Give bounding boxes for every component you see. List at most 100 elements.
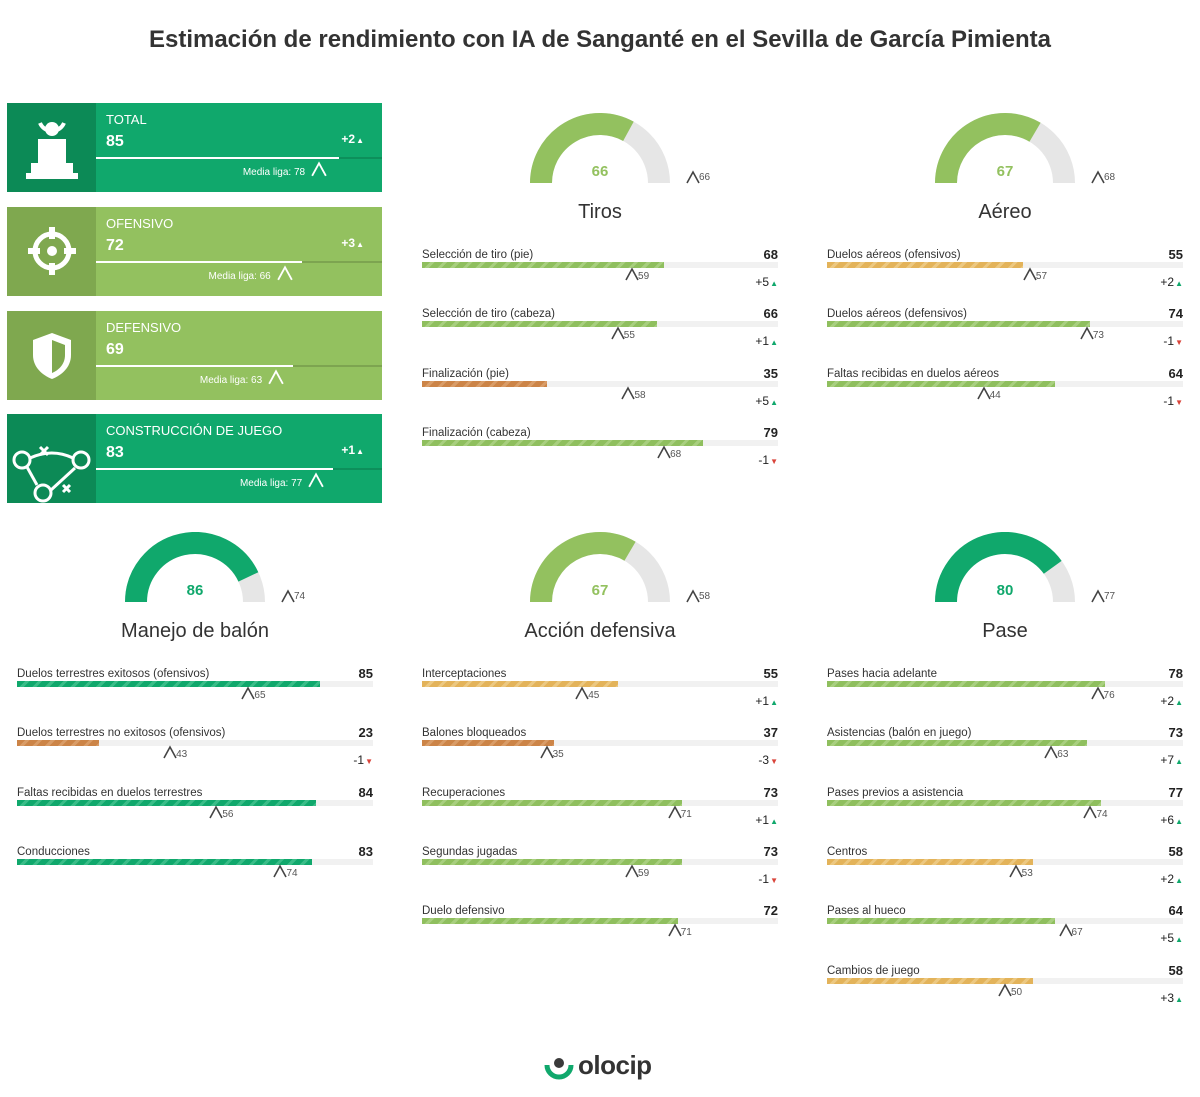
metric-bar-track: [827, 262, 1183, 268]
gauge-chart: [935, 113, 1075, 183]
card-progress-track: [96, 261, 382, 263]
metric-bar-track: [422, 262, 778, 268]
metric-bar-track: [827, 740, 1183, 747]
metric-row: Selección de tiro (cabeza) 66 55 +1▲: [422, 306, 778, 364]
gauge-arc: [935, 113, 1041, 183]
metric-bar-track: [17, 799, 373, 806]
metric-delta: -1▼: [1163, 334, 1183, 349]
metric-label: Conducciones: [17, 845, 90, 858]
metric-bar: [422, 380, 547, 387]
metric-bar-track: [422, 321, 778, 328]
metric-row: Duelo defensivo 72 71: [422, 903, 778, 961]
metric-row: Duelos terrestres exitosos (ofensivos) 85…: [17, 666, 373, 724]
average-marker-icon: [311, 161, 327, 177]
metric-bar: [422, 262, 665, 268]
metric-bar-track: [827, 321, 1183, 328]
average-marker-icon: [268, 369, 284, 385]
league-average-value: 65: [254, 690, 266, 701]
summary-card-construcción: CONSTRUCCIÓN DE JUEGO 83 +1▲ Media liga: 77: [7, 414, 382, 503]
metric-bar-track: [827, 799, 1183, 806]
metric-value: 23: [358, 725, 373, 741]
gauge-value: 67: [996, 163, 1014, 180]
trend-up-icon: ▲: [1175, 279, 1183, 288]
league-average-value: 68: [670, 448, 682, 460]
gauge-value: 67: [591, 582, 609, 599]
gauge-value: 66: [591, 163, 609, 180]
gauge-value: 86: [186, 582, 204, 599]
gauge-reference-value: 77: [1104, 591, 1116, 602]
metric-bar-track: [827, 858, 1183, 865]
metric-label: Duelos aéreos (defensivos): [827, 308, 967, 321]
metric-delta: -1▼: [1163, 393, 1183, 408]
league-average-value: 58: [634, 389, 646, 401]
metric-bar: [17, 681, 320, 687]
average-marker-icon: [1090, 686, 1105, 700]
metric-label: Cambios de juego: [827, 964, 920, 977]
league-average-marker: [311, 161, 327, 177]
average-marker-icon: [1091, 589, 1105, 603]
league-average-label: Media liga: 63: [199, 375, 263, 386]
trend-down-icon: ▼: [770, 456, 778, 466]
metric-label: Pases al hueco: [827, 905, 906, 918]
trend-up-icon: ▲: [770, 338, 778, 348]
metric-delta: +7▲: [1160, 753, 1183, 768]
card-label: DEFENSIVO: [106, 320, 182, 335]
metric-label: Duelo defensivo: [422, 905, 505, 918]
gauge-reference-value: 68: [1104, 172, 1116, 183]
trend-up-icon: ▲: [1175, 698, 1183, 707]
metric-delta: +5▲: [1160, 931, 1183, 946]
card-value: 72: [106, 237, 124, 254]
metric-value: 74: [1168, 306, 1183, 322]
metric-bar-track: [17, 858, 373, 865]
average-marker-icon: [273, 864, 288, 878]
average-marker-icon: [657, 445, 671, 459]
metric-bar-track: [827, 380, 1183, 387]
card-delta: +2▲: [341, 132, 364, 146]
league-average-label: Media liga: 77: [239, 478, 303, 489]
average-marker-icon: [277, 265, 293, 281]
metric-bar: [422, 858, 682, 865]
average-marker-icon: [611, 326, 625, 340]
metric-value: 55: [1168, 247, 1183, 262]
trend-down-icon: ▼: [1175, 397, 1183, 407]
gauge-chart: [125, 532, 265, 602]
olocip-logo-icon: [544, 1058, 574, 1080]
average-marker-icon: [241, 686, 256, 700]
card-label: OFENSIVO: [106, 216, 174, 231]
trend-up-icon: ▲: [356, 136, 364, 145]
trend-down-icon: ▼: [770, 757, 778, 767]
metric-bar-track: [422, 740, 778, 747]
card-value: 69: [106, 341, 124, 358]
metric-label: Duelos terrestres no exitosos (ofensivos…: [17, 727, 226, 740]
metric-row: Pases previos a asistencia 77 74 +6▲: [827, 785, 1183, 843]
average-marker-icon: [998, 982, 1012, 996]
metric-value: 72: [763, 903, 778, 919]
average-marker-icon: [281, 589, 295, 603]
metric-row: Conducciones 83 74: [17, 844, 373, 902]
metric-value: 73: [1168, 725, 1183, 741]
metric-delta: +2▲: [1160, 694, 1183, 708]
card-label: CONSTRUCCIÓN DE JUEGO: [106, 423, 283, 438]
metric-value: 37: [763, 725, 778, 741]
metric-row: Segundas jugadas 73 59 -1▼: [422, 844, 778, 902]
metric-bar: [17, 799, 317, 806]
metric-row: Pases al hueco 64 67 +5▲: [827, 903, 1183, 961]
metric-delta: +6▲: [1160, 812, 1183, 827]
metric-label: Recuperaciones: [422, 786, 506, 799]
league-average-marker: [277, 265, 293, 281]
metric-bar-track: [422, 380, 778, 387]
average-marker-icon: [686, 589, 700, 603]
metric-delta: -1▼: [353, 753, 373, 768]
panel-title: Acción defensiva: [524, 620, 676, 642]
average-marker-icon: [668, 923, 682, 937]
league-average-marker: [268, 369, 284, 385]
average-marker-icon: [1083, 804, 1098, 818]
metric-bar: [422, 740, 554, 747]
metric-label: Duelos terrestres exitosos (ofensivos): [17, 668, 210, 680]
average-marker-icon: [976, 385, 991, 399]
average-marker-icon: [1091, 170, 1105, 184]
metric-value: 68: [763, 247, 778, 262]
gauge-chart: [530, 532, 670, 602]
metric-label: Segundas jugadas: [422, 845, 518, 858]
metric-bar: [422, 439, 704, 446]
